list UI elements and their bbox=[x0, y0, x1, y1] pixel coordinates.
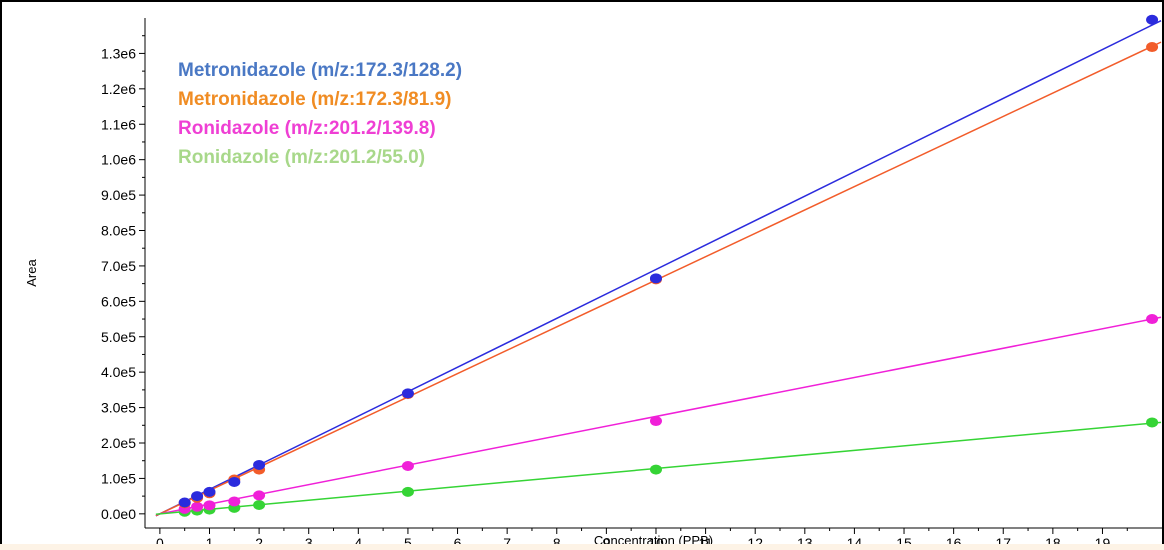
data-point-s0-6 bbox=[649, 273, 662, 284]
x-tick-label: 3 bbox=[305, 535, 313, 550]
y-tick-label: 1.2e6 bbox=[101, 81, 136, 97]
y-tick-label: 2.0e5 bbox=[101, 435, 136, 451]
data-point-s0-2 bbox=[203, 486, 216, 497]
data-point-s0-1 bbox=[191, 491, 204, 502]
y-tick-label: 9.0e5 bbox=[101, 187, 136, 203]
data-point-s0-7 bbox=[1146, 14, 1159, 25]
y-tick-label: 1.0e6 bbox=[101, 152, 136, 168]
x-tick-label: 7 bbox=[503, 535, 511, 550]
fit-line-2 bbox=[155, 316, 1162, 516]
y-tick-label: 7.0e5 bbox=[101, 258, 136, 274]
data-point-s2-4 bbox=[253, 490, 266, 501]
legend-item-metronidazole-128: Metronidazole (m/z:172.3/128.2) bbox=[178, 60, 463, 81]
data-point-s2-1 bbox=[191, 501, 204, 512]
legend-item-ronidazole-139: Ronidazole (m/z:201.2/139.8) bbox=[178, 118, 436, 139]
x-tick-label: 0 bbox=[156, 535, 164, 550]
data-point-s0-4 bbox=[253, 459, 266, 470]
bottom-strip bbox=[0, 544, 1164, 550]
y-tick-label: 6.0e5 bbox=[101, 293, 136, 309]
data-point-s3-6 bbox=[649, 464, 662, 475]
x-tick-label: 6 bbox=[454, 535, 462, 550]
data-point-s3-5 bbox=[401, 486, 414, 497]
y-tick-label: 1.1e6 bbox=[101, 116, 136, 132]
data-points bbox=[178, 14, 1159, 517]
x-tick-label: 9 bbox=[602, 535, 610, 550]
y-tick-label: 4.0e5 bbox=[101, 364, 136, 380]
data-point-s1-7 bbox=[1146, 42, 1159, 53]
data-point-s3-4 bbox=[253, 499, 266, 510]
y-tick-label: 1.0e5 bbox=[101, 470, 136, 486]
x-tick-label: 8 bbox=[553, 535, 561, 550]
fit-line-0 bbox=[155, 20, 1162, 517]
legend-item-ronidazole-55: Ronidazole (m/z:201.2/55.0) bbox=[178, 147, 426, 168]
data-point-s2-2 bbox=[203, 500, 216, 511]
data-point-s2-3 bbox=[228, 496, 241, 507]
x-tick-label: 1 bbox=[206, 535, 214, 550]
data-point-s2-6 bbox=[649, 416, 662, 427]
data-point-s0-0 bbox=[178, 497, 191, 508]
legend-item-metronidazole-81: Metronidazole (m/z:172.3/81.9) bbox=[178, 89, 452, 110]
y-tick-label: 8.0e5 bbox=[101, 223, 136, 239]
x-tick-label: 2 bbox=[255, 535, 263, 550]
x-tick-label: 5 bbox=[404, 535, 412, 550]
data-point-s0-3 bbox=[228, 476, 241, 487]
y-tick-label: 0.0e0 bbox=[101, 506, 136, 522]
data-point-s0-5 bbox=[401, 388, 414, 399]
y-axis-title: Area bbox=[24, 259, 39, 287]
legend: Metronidazole (m/z:172.3/128.2) Metronid… bbox=[178, 56, 462, 172]
y-tick-label: 3.0e5 bbox=[101, 400, 136, 416]
data-point-s2-7 bbox=[1146, 314, 1159, 325]
y-tick-label: 1.3e6 bbox=[101, 45, 136, 61]
data-point-s2-5 bbox=[401, 461, 414, 472]
y-tick-label: 5.0e5 bbox=[101, 329, 136, 345]
data-point-s3-7 bbox=[1146, 417, 1159, 428]
x-tick-label: 4 bbox=[354, 535, 362, 550]
